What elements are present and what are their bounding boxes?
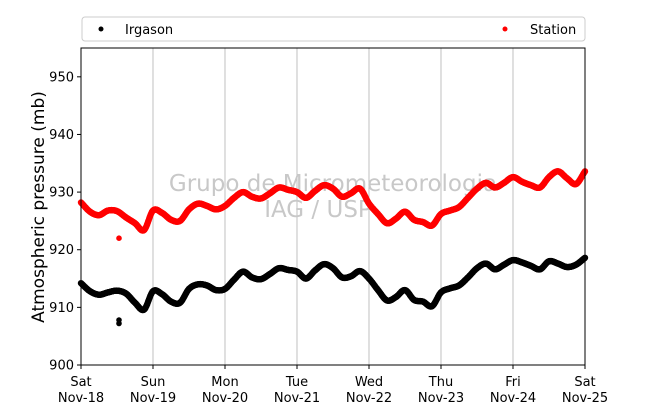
x-axis: SatNov-18SunNov-19MonNov-20TueNov-21WedN… <box>58 365 608 406</box>
watermark-line-1: Grupo de Micrometeorologia <box>169 171 497 197</box>
plot-frame <box>80 47 586 366</box>
legend-marker-irgason <box>98 26 104 32</box>
y-axis: 900 910 920 930 940 950 <box>49 70 81 374</box>
legend-box <box>81 16 586 42</box>
x-tick-label-date: Nov-21 <box>274 391 320 406</box>
x-tick-label-date: Nov-23 <box>418 391 464 406</box>
y-axis-label: Atmospheric pressure (mb) <box>29 91 49 323</box>
outlier-point <box>116 235 122 241</box>
series-station <box>77 168 589 241</box>
y-tick-label: 920 <box>49 243 74 258</box>
y-tick-label: 930 <box>49 186 74 201</box>
x-tick-label-day: Thu <box>428 375 453 390</box>
x-tick-label-day: Tue <box>285 375 308 390</box>
x-tick-label-date: Nov-19 <box>130 391 176 406</box>
y-tick-label: 900 <box>49 359 74 374</box>
y-tick-label: 910 <box>49 301 74 316</box>
x-tick-label-date: Nov-24 <box>490 391 536 406</box>
watermark-line-2: IAG / USP <box>264 197 372 223</box>
series-irgason <box>77 254 589 327</box>
x-tick-label-date: Nov-18 <box>58 391 104 406</box>
x-tick-label-day: Mon <box>211 375 238 390</box>
y-tick-label: 950 <box>49 70 74 85</box>
legend-marker-station <box>502 26 508 32</box>
plot-series <box>77 168 589 327</box>
x-tick-label-date: Nov-25 <box>562 391 608 406</box>
x-tick-label-day: Wed <box>355 375 383 390</box>
x-tick-label-date: Nov-22 <box>346 391 392 406</box>
legend: Irgason Station <box>81 16 586 42</box>
outlier-point <box>116 317 122 323</box>
legend-label-irgason: Irgason <box>125 23 173 38</box>
x-tick-label-date: Nov-20 <box>202 391 248 406</box>
watermark: Grupo de Micrometeorologia IAG / USP <box>169 171 497 223</box>
y-tick-label: 940 <box>49 128 74 143</box>
x-tick-label-day: Sat <box>70 375 91 390</box>
x-tick-label-day: Sun <box>141 375 166 390</box>
x-tick-label-day: Sat <box>574 375 595 390</box>
x-tick-label-day: Fri <box>505 375 521 390</box>
legend-label-station: Station <box>530 23 576 38</box>
